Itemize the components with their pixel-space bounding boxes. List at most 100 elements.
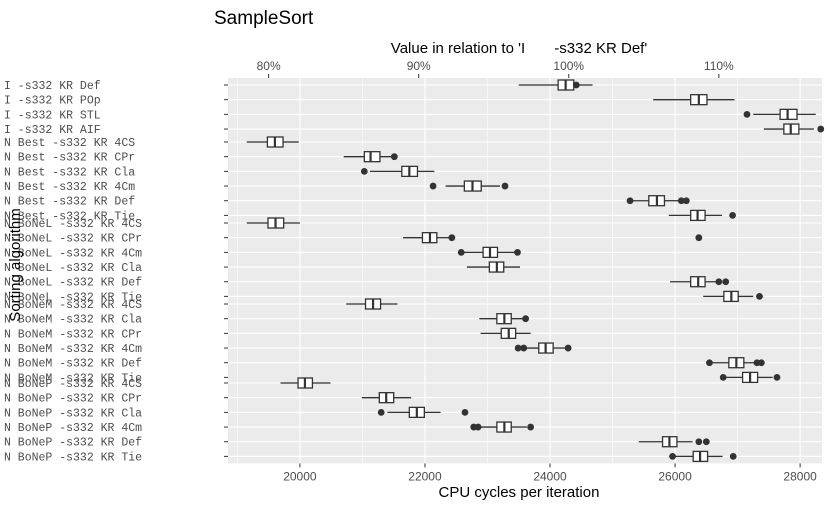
chart-title: SampleSort [214, 8, 314, 29]
outlier-point [429, 182, 437, 190]
row-label: N BoNeL -s332 KR Tie [4, 291, 142, 304]
box-row [670, 276, 730, 288]
box-row [457, 246, 521, 259]
row-label: I -s332 KR AIF [4, 124, 101, 137]
outlier-point [702, 438, 710, 446]
x-axis-title: CPU cycles per iteration [439, 484, 600, 501]
box-row [470, 421, 535, 433]
outlier-point [461, 408, 469, 416]
row-label: I -s332 KR POp [4, 95, 101, 108]
outlier-point [572, 81, 580, 89]
outlier-point [626, 197, 634, 205]
row-label: N BoNeP -s332 KR 4CS [4, 378, 142, 391]
row-label: N Best -s332 KR 4CS [4, 137, 135, 150]
outlier-point [360, 167, 368, 175]
box-row [638, 436, 710, 448]
box-row [343, 151, 398, 163]
outlier-point [729, 212, 736, 219]
box-row [403, 232, 703, 244]
row-label: I -s332 KR Def [4, 80, 101, 93]
panel-1 [228, 78, 822, 137]
secondary-tick-label: 80% [257, 59, 281, 73]
outlier-point [773, 374, 781, 381]
box-row [360, 165, 435, 178]
outlier-point [457, 248, 465, 256]
row-label: N BoNeM -s332 KR Def [4, 358, 142, 371]
x-tick-label: 22000 [408, 469, 442, 483]
box-row [480, 327, 531, 340]
row-label: N BoNeL -s332 KR Cla [4, 262, 142, 275]
box-row [479, 313, 530, 325]
outlier-point [564, 344, 572, 352]
box-row [669, 450, 737, 463]
box-row [361, 392, 412, 404]
box-row [653, 94, 735, 106]
y-axis-title: Sorting algorithm [7, 208, 24, 321]
outlier-point [669, 453, 676, 460]
outlier-point [522, 315, 530, 323]
outlier-point [514, 248, 521, 256]
x-tick-label: 28000 [783, 469, 817, 483]
row-label: N BoNeM -s332 KR CPr [4, 328, 142, 341]
box-row [346, 298, 398, 310]
row-label: N BoNeM -s332 KR 4Cm [4, 343, 142, 356]
panel-layer [228, 78, 822, 464]
outlier-point [390, 153, 398, 161]
outlier-point [677, 197, 685, 205]
box-row [706, 357, 765, 369]
box-row [719, 371, 781, 384]
outlier-point [448, 234, 456, 242]
row-label: N Best -s332 KR 4Cm [4, 181, 135, 194]
panel-3 [228, 216, 822, 304]
outlier-point [520, 344, 528, 352]
row-label: N Best -s332 KR Def [4, 196, 135, 209]
panel-2 [228, 135, 822, 223]
outlier-point [719, 374, 727, 381]
row-label: N BoNeL -s332 KR 4CS [4, 218, 142, 231]
outlier-point [817, 125, 825, 133]
box-row [668, 209, 736, 222]
x-axis: 20000 22000 24000 26000 28000 [283, 463, 817, 483]
outlier-point [377, 408, 385, 416]
row-label: N BoNeM -s332 KR 4CS [4, 299, 142, 312]
row-label: I -s332 KR STL [4, 109, 101, 122]
secondary-axis: 80% 90% 100% 110% [257, 59, 734, 78]
x-tick-label: 24000 [533, 469, 567, 483]
outlier-point [743, 110, 751, 118]
box-row [280, 377, 331, 389]
x-tick-label: 26000 [658, 469, 692, 483]
box [363, 151, 381, 163]
row-label: N BoNeM -s332 KR Cla [4, 314, 142, 327]
outlier-point [722, 278, 730, 286]
row-label: N BoNeP -s332 KR Def [4, 437, 142, 450]
row-label: N BoNeP -s332 KR 4Cm [4, 422, 142, 435]
outlier-point [514, 344, 522, 352]
row-label: N Best -s332 KR Cla [4, 166, 135, 179]
row-label: N Best -s332 KR Tie [4, 210, 135, 223]
secondary-axis-title: Value in relation to 'I -s332 KR Def' [391, 40, 648, 57]
row-label: N BoNeP -s332 KR Cla [4, 407, 142, 420]
box-row [246, 217, 300, 229]
box-row [514, 342, 572, 354]
row-label: N BoNeL -s332 KR 4Cm [4, 247, 142, 260]
row-label: N BoNeL -s332 KR CPr [4, 233, 142, 246]
x-tick-label: 20000 [283, 469, 317, 483]
box-row [763, 123, 825, 135]
panel-5 [228, 376, 822, 464]
outlier-point [695, 438, 703, 446]
secondary-tick-label: 100% [553, 59, 584, 73]
secondary-tick-label: 110% [704, 59, 734, 73]
box-row [377, 406, 469, 419]
outlier-point [756, 293, 763, 300]
box-row [743, 108, 816, 121]
row-label: N BoNeM -s332 KR Tie [4, 372, 142, 385]
outlier-point [695, 234, 703, 242]
outlier-point [474, 423, 482, 431]
box-row [429, 180, 509, 192]
outlier-point [729, 453, 737, 460]
box-row [626, 195, 690, 207]
row-label: N BoNeP -s332 KR CPr [4, 393, 142, 406]
